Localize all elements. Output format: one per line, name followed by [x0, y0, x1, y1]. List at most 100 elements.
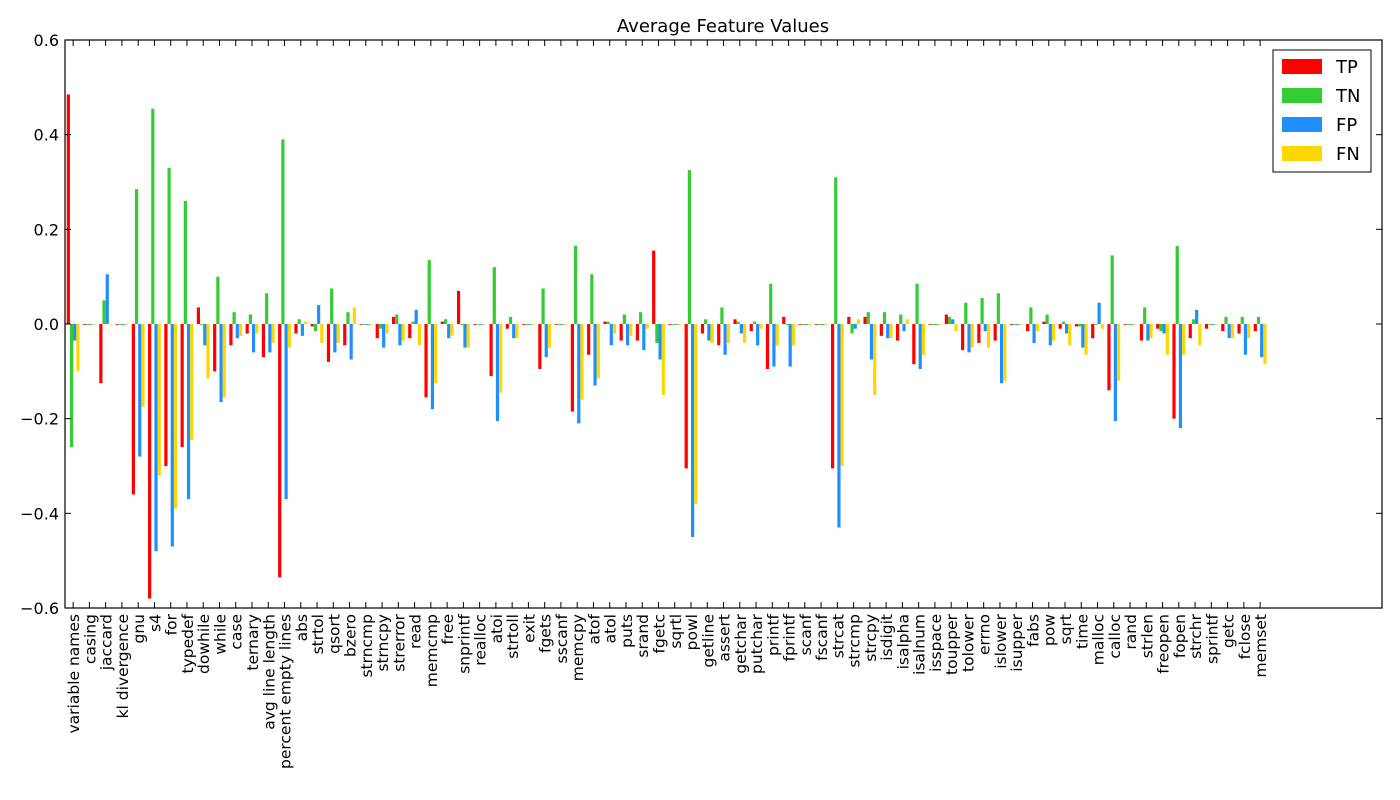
y-tick-label: −0.4 — [20, 504, 59, 523]
bar-fn — [190, 324, 194, 440]
bar-tn — [69, 324, 74, 448]
bar-tn — [785, 324, 789, 325]
bar-fn — [612, 324, 617, 334]
bar-tp — [619, 324, 623, 341]
bar-fn — [157, 324, 161, 476]
bar-fn — [173, 324, 178, 509]
bar-fn — [238, 324, 243, 336]
bar-fn — [710, 324, 714, 343]
bar-tn — [118, 324, 122, 325]
bar-tp — [652, 250, 656, 324]
bar-fn — [1230, 324, 1234, 339]
x-tick-label: tolower — [959, 613, 977, 672]
bar-tn — [1110, 255, 1114, 324]
bar-fp — [1162, 324, 1166, 334]
bar-tn — [1159, 324, 1163, 332]
bar-fp — [1211, 324, 1215, 325]
bar-tn — [687, 170, 692, 324]
bar-tp — [148, 324, 152, 599]
bar-tn — [1240, 316, 1244, 324]
bar-fn — [434, 324, 438, 384]
bar-tn — [395, 314, 399, 324]
bar-fn — [482, 324, 487, 325]
x-tick-label: free — [439, 614, 457, 645]
bar-fp — [999, 324, 1004, 384]
bar-tp — [245, 324, 249, 334]
bar-tp — [765, 324, 770, 369]
bar-tp — [944, 314, 948, 324]
bar-fn — [905, 319, 909, 324]
bar-fp — [853, 324, 857, 329]
bar-tn — [443, 319, 448, 324]
bar-tn — [817, 324, 822, 325]
x-tick-label: strtol — [309, 614, 327, 654]
bar-tp — [180, 324, 184, 448]
x-tick-label: abs — [293, 614, 311, 641]
bar-tp — [717, 324, 721, 346]
bar-tp — [961, 324, 965, 351]
bar-tp — [863, 316, 867, 324]
bar-tp — [82, 324, 87, 325]
bar-tp — [359, 324, 363, 325]
x-tick-label: srand — [634, 614, 652, 658]
bar-tp — [1026, 324, 1030, 332]
x-tick-label: strcat — [829, 614, 847, 658]
x-tick-label: isupper — [1008, 613, 1026, 671]
bar-fp — [1130, 324, 1134, 325]
bar-tn — [655, 324, 659, 343]
bar-tn — [947, 316, 952, 324]
bar-fp — [251, 324, 256, 353]
bar-tp — [1058, 324, 1062, 329]
x-tick-label: errno — [976, 614, 994, 655]
x-tick-label: percent empty lines — [277, 614, 295, 769]
bar-tp — [1107, 324, 1111, 391]
bar-fn — [222, 324, 226, 398]
bar-tn — [200, 324, 204, 325]
bar-tp — [1123, 324, 1127, 325]
bar-fp — [707, 324, 711, 341]
bar-fn — [596, 324, 600, 379]
bar-tp — [1091, 324, 1095, 339]
bar-fn — [726, 324, 730, 343]
bar-fn — [76, 324, 80, 372]
bar-fn — [1084, 324, 1088, 355]
bar-tn — [492, 267, 496, 324]
bar-tn — [151, 108, 155, 324]
bar-fp — [447, 324, 451, 339]
bar-fp — [89, 324, 93, 325]
x-tick-label: fgets — [537, 614, 555, 653]
bar-tn — [541, 288, 545, 324]
bar-fp — [512, 324, 516, 339]
x-tick-label: sprintf — [1203, 613, 1221, 663]
x-tick-label: atof — [585, 613, 603, 644]
y-tick-label: 0.2 — [34, 220, 59, 239]
bar-tn — [265, 293, 269, 324]
legend-swatch-tp — [1282, 59, 1322, 74]
x-tick-label: strcpy — [862, 614, 880, 662]
x-tick-label: sqrt — [1057, 614, 1075, 644]
bar-fp — [577, 324, 581, 424]
bar-tp — [115, 324, 119, 325]
x-tick-label: toupper — [943, 613, 961, 675]
x-tick-label: strchr — [1187, 613, 1205, 659]
bar-fn — [401, 324, 405, 341]
bar-tn — [1126, 324, 1131, 325]
x-tick-label: isspace — [927, 614, 945, 672]
legend: TP TN FP FN — [1272, 49, 1372, 173]
bar-tn — [167, 167, 171, 324]
bar-tp — [489, 324, 493, 377]
bar-tp — [1237, 324, 1241, 334]
legend-label-tp: TP — [1335, 57, 1358, 78]
bar-fn — [1051, 324, 1056, 341]
y-tick-label: −0.6 — [20, 599, 59, 618]
bar-fp — [349, 324, 353, 360]
bar-fn — [125, 324, 129, 325]
bar-tn — [378, 324, 383, 329]
bar-fp — [300, 324, 304, 336]
bar-tn — [330, 288, 334, 324]
bar-fn — [466, 324, 470, 348]
x-tick-label: realloc — [472, 614, 490, 666]
bar-tn — [1045, 314, 1049, 324]
bar-tp — [1156, 324, 1160, 329]
bar-fn — [889, 324, 893, 339]
